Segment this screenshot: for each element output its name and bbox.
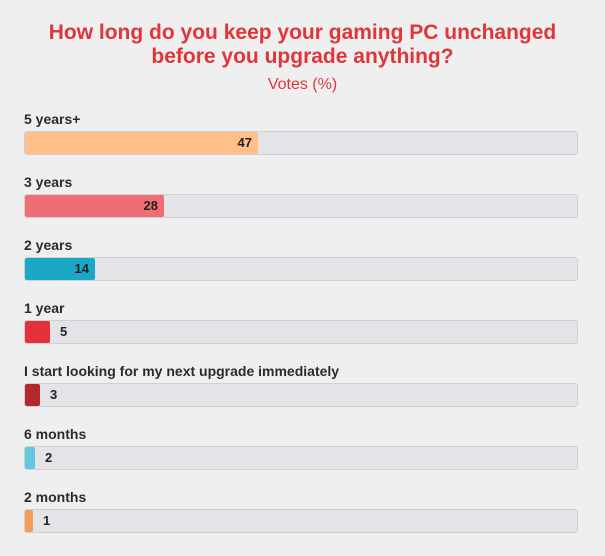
bar: [25, 447, 35, 469]
data-label: 14: [74, 261, 89, 276]
chart-subtitle: Votes (%): [267, 76, 338, 93]
bar-row: 1 year 5: [24, 299, 578, 362]
bar-row: I start looking for my next upgrade imme…: [24, 362, 578, 425]
bar-row: 2 months 1: [24, 488, 578, 551]
bar-track: 5: [24, 320, 578, 344]
bar-track: 47: [24, 131, 578, 155]
bar-row: 6 months 2: [24, 425, 578, 488]
category-label: 2 years: [24, 237, 73, 253]
category-label: 6 months: [24, 426, 87, 442]
data-label: 2: [45, 450, 53, 465]
bar-row: 5 years+ 47: [24, 110, 578, 173]
chart-title: How long do you keep your gaming PC unch…: [48, 21, 557, 68]
category-label: 5 years+: [24, 111, 81, 127]
bar-track: 14: [24, 257, 578, 281]
data-label: 47: [237, 135, 252, 150]
bar: [25, 258, 95, 280]
chart: How long do you keep your gaming PC unch…: [0, 0, 605, 533]
data-label: 3: [50, 387, 58, 402]
bar-row: 2 years 14: [24, 236, 578, 299]
bar-track: 1: [24, 509, 578, 533]
bar: [25, 321, 50, 343]
category-label: 2 months: [24, 489, 87, 505]
bar-track: 28: [24, 194, 578, 218]
category-label: 3 years: [24, 174, 73, 190]
bar: [25, 195, 164, 217]
bar-rows: 5 years+ 47 3 years 28 2 years 14 1 year 5 I sta…: [24, 110, 578, 551]
data-label: 5: [60, 324, 68, 339]
bar: [25, 132, 258, 154]
category-label: 1 year: [24, 300, 65, 316]
bar-track: 3: [24, 383, 578, 407]
bar: [25, 510, 33, 532]
data-label: 1: [43, 513, 51, 528]
bar: [25, 384, 40, 406]
bar-track: 2: [24, 446, 578, 470]
bar-row: 3 years 28: [24, 173, 578, 236]
data-label: 28: [143, 198, 158, 213]
category-label: I start looking for my next upgrade imme…: [24, 363, 340, 379]
